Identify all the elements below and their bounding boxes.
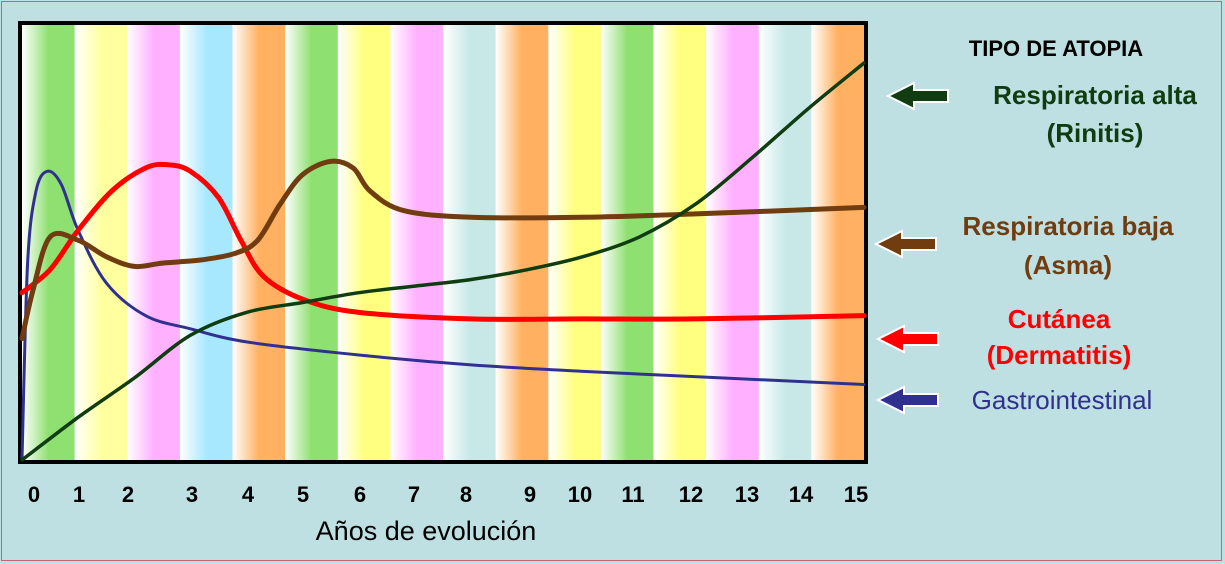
- legend-label-asma: Respiratoria baja: [963, 211, 1175, 241]
- x-tick-label: 8: [460, 482, 472, 507]
- legend-label-cutanea: Cutánea: [1008, 304, 1111, 334]
- background-band: [127, 25, 181, 460]
- x-tick-label: 3: [186, 482, 198, 507]
- legend-label-asma: (Asma): [1024, 250, 1112, 280]
- x-tick-label: 9: [524, 482, 536, 507]
- x-tick-label: 10: [568, 482, 592, 507]
- x-tick-label: 15: [844, 482, 868, 507]
- background-band: [653, 25, 707, 460]
- series-line-rinitis: [20, 61, 866, 462]
- x-tick-label: 12: [679, 482, 703, 507]
- background-band: [179, 25, 234, 460]
- legend: Gastrointestinal Cutánea (Dermatitis) Respi…: [873, 80, 1197, 415]
- plot-frame: [18, 21, 868, 464]
- x-tick-label: 7: [408, 482, 420, 507]
- x-tick-label: 13: [735, 482, 759, 507]
- x-tick-label: 4: [242, 482, 255, 507]
- background-band: [390, 25, 444, 460]
- series-line-cutanea: [19, 161, 867, 322]
- legend-label-cutanea: (Dermatitis): [987, 340, 1131, 370]
- x-tick-label: 0: [28, 482, 40, 507]
- series-line-asma: [19, 158, 867, 342]
- legend-title: TIPO DE ATOPIA: [969, 36, 1144, 61]
- legend-arrow-gastro-icon: [875, 385, 939, 415]
- background-band: [337, 25, 391, 460]
- background-band: [285, 25, 339, 460]
- background-band: [495, 25, 549, 460]
- background-band: [706, 25, 760, 460]
- background-band: [811, 25, 865, 460]
- legend-label-rinitis: Respiratoria alta: [993, 80, 1197, 110]
- x-tick-label: 6: [354, 482, 366, 507]
- series-lines: [19, 61, 867, 462]
- background-band: [758, 25, 812, 460]
- x-tick-label: 14: [789, 482, 814, 507]
- x-tick-label: 5: [297, 482, 309, 507]
- x-tick-label: 2: [122, 482, 134, 507]
- legend-label-gastro: Gastrointestinal: [972, 385, 1153, 415]
- x-tick-label: 1: [73, 482, 85, 507]
- x-tick-labels: 0 1 2 3 4 5 6 7 8 9 10 11 12 13 14 15: [28, 482, 868, 507]
- legend-label-rinitis: (Rinitis): [1047, 118, 1144, 148]
- background-band: [443, 25, 497, 460]
- x-tick-label: 11: [621, 482, 644, 507]
- series-line-gastro: [20, 169, 866, 462]
- legend-arrow-cutanea-icon: [875, 324, 939, 354]
- x-axis-label: Años de evolución: [316, 516, 537, 546]
- legend-arrow-rinitis-icon: [885, 81, 949, 111]
- background-bands: [22, 25, 865, 460]
- legend-arrow-asma-icon: [873, 229, 937, 259]
- background-band: [548, 25, 602, 460]
